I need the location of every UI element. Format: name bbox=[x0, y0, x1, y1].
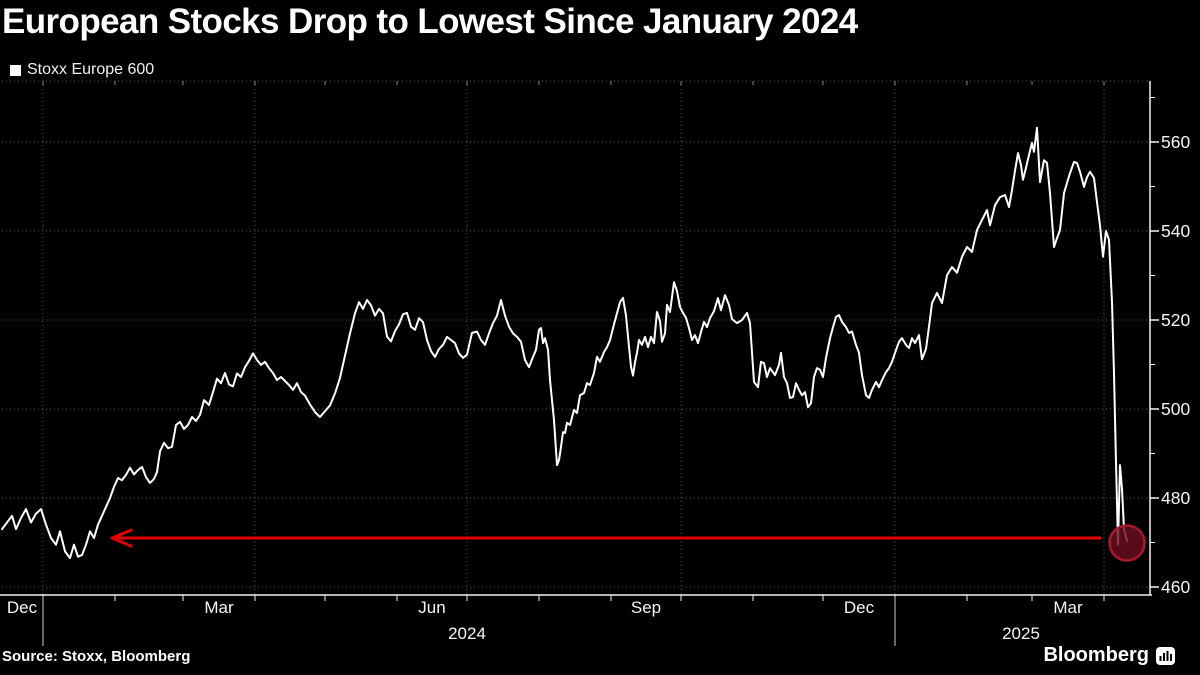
legend-label: Stoxx Europe 600 bbox=[27, 61, 155, 78]
x-year-label: 2025 bbox=[1002, 624, 1040, 643]
lowest-level-arrowhead bbox=[110, 536, 133, 548]
x-year-label: 2024 bbox=[448, 624, 486, 643]
y-tick-label: 500 bbox=[1161, 399, 1190, 419]
bloomberg-chart-icon bbox=[1156, 646, 1175, 665]
x-month-label: Mar bbox=[204, 598, 234, 617]
source-credit: Source: Stoxx, Bloomberg bbox=[2, 648, 191, 665]
bloomberg-wordmark: Bloomberg bbox=[1043, 644, 1149, 666]
y-tick-label: 520 bbox=[1161, 310, 1190, 330]
x-month-label: Dec bbox=[844, 598, 875, 617]
y-tick-label: 540 bbox=[1161, 221, 1190, 241]
lowest-level-arrowhead bbox=[110, 528, 133, 540]
bloomberg-logo: Bloomberg bbox=[1043, 644, 1175, 667]
x-month-label: Mar bbox=[1053, 598, 1083, 617]
latest-point-marker bbox=[1108, 524, 1146, 562]
x-month-label: Dec bbox=[7, 598, 38, 617]
y-tick-label: 480 bbox=[1161, 488, 1190, 508]
x-month-label: Jun bbox=[418, 598, 445, 617]
legend-swatch-icon bbox=[10, 64, 21, 76]
y-tick-label: 560 bbox=[1161, 132, 1190, 152]
chart-title: European Stocks Drop to Lowest Since Jan… bbox=[2, 2, 858, 41]
legend: Stoxx Europe 600 bbox=[10, 61, 154, 79]
price-line bbox=[1, 126, 1128, 560]
y-tick-label: 460 bbox=[1161, 577, 1190, 597]
x-month-label: Sep bbox=[631, 598, 661, 617]
